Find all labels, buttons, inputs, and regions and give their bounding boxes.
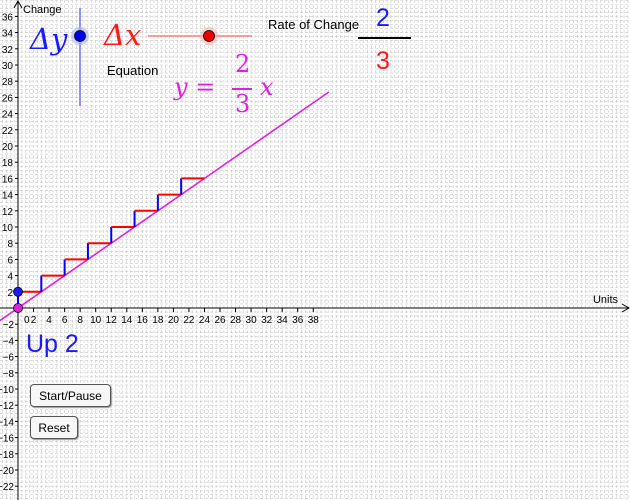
x-tick-label: 34 [277, 315, 289, 326]
equation-caption: Equation [107, 63, 159, 78]
x-tick-label: 28 [230, 315, 242, 326]
rate-denominator: 3 [376, 47, 390, 75]
delta-x-slider-knob[interactable] [203, 30, 215, 42]
y-tick-label: 16 [2, 174, 14, 185]
x-tick-label: 14 [121, 315, 133, 326]
y-tick-label: 4 [7, 272, 13, 283]
x-tick-label: 26 [214, 315, 226, 326]
x-tick-label: 10 [90, 315, 102, 326]
status-text: Up 2 [26, 330, 79, 358]
x-tick-label: 24 [199, 315, 211, 326]
y-tick-label: 36 [2, 12, 14, 23]
y-tick-label: −12 [0, 401, 14, 412]
y-tick-label: 26 [2, 93, 14, 104]
rate-numerator: 2 [376, 4, 390, 32]
reset-button[interactable]: Reset [30, 416, 78, 439]
start-point [13, 286, 23, 297]
y-tick-label: −14 [0, 417, 14, 428]
x-axis-label: Units [593, 294, 619, 306]
equation-lhs: y = [174, 73, 216, 101]
y-tick-label: −8 [3, 369, 15, 380]
y-tick-label: −18 [0, 450, 14, 461]
x-tick-label: 32 [261, 315, 273, 326]
x-tick-label: 2 [31, 315, 37, 326]
equation-variable: x [260, 73, 274, 101]
y-axis-arrow [13, 0, 23, 9]
x-tick-label: 18 [152, 315, 164, 326]
x-tick-label: 12 [106, 315, 118, 326]
equation-display: y = 2 3 x [174, 50, 284, 122]
y-tick-label: 14 [2, 191, 14, 202]
x-axis-arrow [621, 303, 630, 313]
x-tick-label: 16 [137, 315, 149, 326]
origin-point [13, 303, 23, 313]
y-tick-label: 34 [2, 29, 14, 40]
y-tick-label: 22 [2, 126, 14, 137]
equation-denominator: 3 [235, 90, 251, 118]
x-tick-label: 6 [62, 315, 68, 326]
x-tick-label: 38 [308, 315, 320, 326]
equation-fraction-bar [232, 88, 252, 90]
x-tick-label: 36 [292, 315, 304, 326]
y-tick-label: −22 [0, 482, 14, 493]
y-tick-label: −10 [0, 385, 14, 396]
y-tick-label: 10 [2, 223, 14, 234]
y-tick-label: 32 [2, 45, 14, 56]
y-tick-label: −6 [3, 353, 15, 364]
x-tick-label: 4 [46, 315, 52, 326]
y-tick-label: 18 [2, 158, 14, 169]
y-tick-label: 24 [2, 110, 14, 121]
equation-numerator: 2 [235, 50, 251, 78]
rate-fraction-bar [358, 37, 411, 39]
delta-x-label: Δx [104, 18, 142, 52]
y-axis-label: Change [23, 4, 62, 16]
x-tick-label: 20 [168, 315, 180, 326]
x-tick-label: 22 [183, 315, 195, 326]
origin-label: 0 [24, 315, 30, 326]
x-tick-label: 30 [246, 315, 258, 326]
delta-y-slider-knob[interactable] [74, 30, 86, 42]
start-pause-button[interactable]: Start/Pause [30, 384, 111, 407]
y-tick-label: 8 [7, 239, 13, 250]
y-tick-label: 6 [7, 255, 13, 266]
delta-y-label: Δy [30, 22, 68, 56]
y-tick-label: −20 [0, 466, 14, 477]
y-tick-label: 30 [2, 61, 14, 72]
x-tick-label: 8 [77, 315, 83, 326]
y-tick-label: −2 [3, 320, 15, 331]
y-tick-label: −16 [0, 434, 14, 445]
rate-of-change-caption: Rate of Change [268, 17, 360, 32]
y-tick-label: 20 [2, 142, 14, 153]
y-tick-label: 12 [2, 207, 14, 218]
y-tick-label: 28 [2, 77, 14, 88]
y-tick-label: −4 [3, 336, 15, 347]
y-tick-label: 2 [7, 288, 13, 299]
graph-line [0, 91, 330, 322]
